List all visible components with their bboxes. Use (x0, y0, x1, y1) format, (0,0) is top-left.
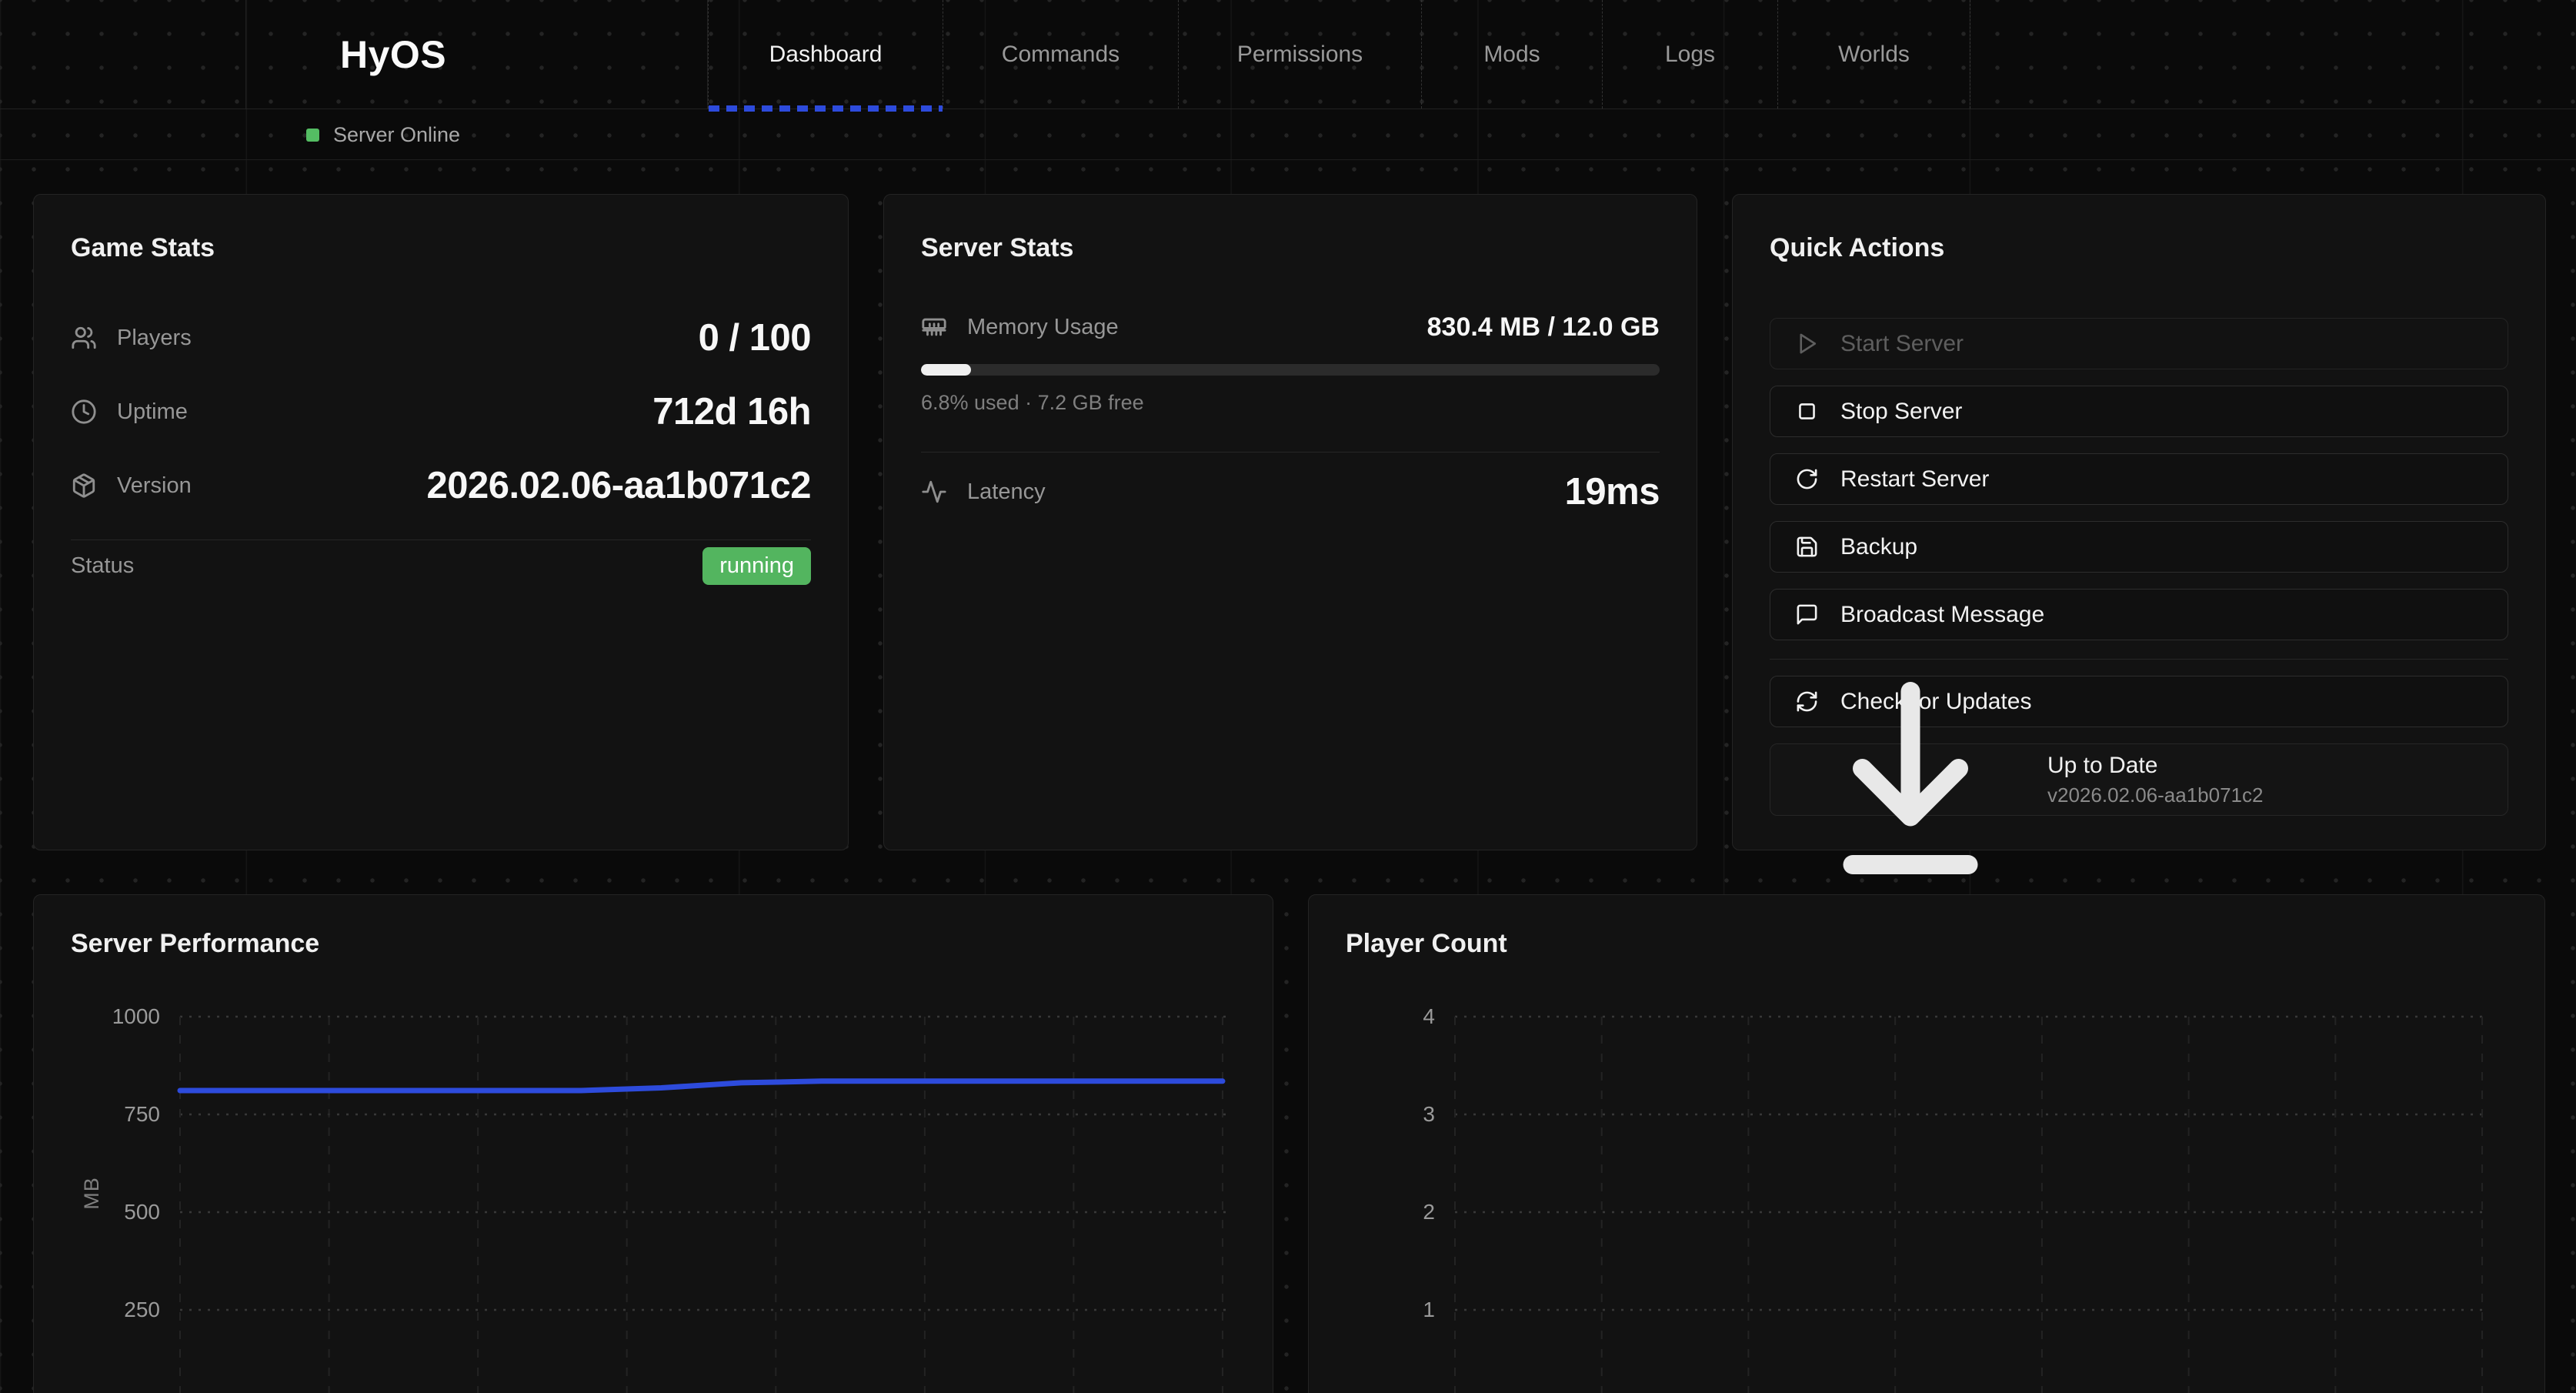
memory-value: 830.4 MB / 12.0 GB (1427, 312, 1660, 342)
players-value: 0 / 100 (699, 316, 811, 359)
button-label: Broadcast Message (1840, 602, 2044, 628)
player-count-card: Player Count 4 3 2 1 (1308, 894, 2545, 1393)
tab-label: Mods (1483, 42, 1540, 68)
y-tick: 4 (1335, 1004, 1435, 1029)
restart-server-button[interactable]: Restart Server (1770, 453, 2508, 505)
start-server-button[interactable]: Start Server (1770, 318, 2508, 369)
line-chart (1455, 1009, 2486, 1393)
status-row: Status running (71, 540, 811, 591)
button-label: Stop Server (1840, 399, 1962, 425)
nav-right-spacer (1970, 0, 2576, 109)
players-row: Players 0 / 100 (71, 301, 811, 375)
rotate-cw-icon (1795, 467, 1819, 491)
message-square-icon (1795, 603, 1819, 626)
nav-left-spacer (0, 0, 246, 109)
download-icon (1795, 663, 2026, 897)
server-stats-card: Server Stats Memory Usage 830.4 MB / 12.… (883, 194, 1697, 850)
package-icon (71, 473, 97, 499)
tab-permissions[interactable]: Permissions (1178, 0, 1421, 109)
server-performance-title: Server Performance (71, 927, 1236, 960)
version-label: Version (117, 473, 192, 499)
update-status-version: v2026.02.06-aa1b071c2 (2047, 783, 2263, 807)
play-icon (1795, 332, 1819, 356)
memory-row: Memory Usage 830.4 MB / 12.0 GB (921, 301, 1660, 353)
stop-server-button[interactable]: Stop Server (1770, 386, 2508, 437)
server-performance-plot: 1000 750 500 250 (180, 1009, 1226, 1393)
online-status-label: Server Online (333, 123, 460, 147)
status-badge: running (702, 547, 811, 585)
y-tick: 500 (60, 1200, 160, 1224)
y-tick: 250 (60, 1298, 160, 1322)
memory-progress-fill (921, 364, 971, 376)
status-label: Status (71, 553, 134, 579)
tab-commands[interactable]: Commands (943, 0, 1178, 109)
dashboard-main: Game Stats Players 0 / 100 Uptime 712d 1… (0, 160, 2576, 1393)
player-count-plot: 4 3 2 1 (1455, 1009, 2486, 1393)
tab-dashboard[interactable]: Dashboard (708, 0, 943, 109)
logo-cell: HyOS (246, 0, 708, 109)
y-tick: 2 (1335, 1200, 1435, 1224)
quick-actions-card: Quick Actions Start Server Stop Server (1732, 194, 2546, 850)
tab-label: Dashboard (769, 42, 883, 68)
online-status-dot (306, 129, 319, 142)
y-tick: 750 (60, 1102, 160, 1127)
button-label: Restart Server (1840, 466, 1989, 493)
uptime-row: Uptime 712d 16h (71, 375, 811, 449)
tab-worlds[interactable]: Worlds (1777, 0, 1970, 109)
game-stats-card: Game Stats Players 0 / 100 Uptime 712d 1… (33, 194, 849, 850)
quick-actions-title: Quick Actions (1770, 232, 2508, 264)
memory-chip-icon (921, 314, 947, 340)
tab-label: Worlds (1838, 42, 1910, 68)
players-label: Players (117, 326, 192, 351)
version-row: Version 2026.02.06-aa1b071c2 (71, 449, 811, 523)
update-status-title: Up to Date (2047, 753, 2263, 779)
broadcast-message-button[interactable]: Broadcast Message (1770, 589, 2508, 640)
player-count-title: Player Count (1346, 927, 2508, 960)
tab-logs[interactable]: Logs (1602, 0, 1777, 109)
save-icon (1795, 535, 1819, 559)
tab-label: Permissions (1237, 42, 1363, 68)
stop-square-icon (1795, 399, 1819, 423)
users-icon (71, 325, 97, 351)
memory-label: Memory Usage (967, 315, 1119, 340)
server-stats-title: Server Stats (921, 232, 1660, 264)
clock-icon (71, 399, 97, 425)
app-logo: HyOS (340, 32, 446, 77)
y-tick: 1 (1335, 1298, 1435, 1322)
memory-progress-track (921, 364, 1660, 376)
version-value: 2026.02.06-aa1b071c2 (427, 464, 812, 507)
latency-label: Latency (967, 479, 1046, 505)
uptime-label: Uptime (117, 399, 188, 425)
tab-mods[interactable]: Mods (1421, 0, 1602, 109)
button-label: Backup (1840, 534, 1917, 560)
line-chart (180, 1009, 1226, 1393)
latency-value: 19ms (1565, 470, 1660, 513)
uptime-value: 712d 16h (652, 390, 811, 433)
server-status-bar: Server Online (0, 110, 2576, 160)
top-nav: HyOS Dashboard Commands Permissions Mods… (0, 0, 2576, 109)
update-status-panel: Up to Date v2026.02.06-aa1b071c2 (1770, 743, 2508, 816)
tab-label: Commands (1002, 42, 1119, 68)
server-performance-card: Server Performance MB 1000 750 500 250 (33, 894, 1273, 1393)
button-label: Start Server (1840, 331, 1964, 357)
backup-button[interactable]: Backup (1770, 521, 2508, 573)
memory-caption: 6.8% used · 7.2 GB free (921, 391, 1660, 415)
tab-label: Logs (1665, 42, 1715, 68)
quick-actions-divider (1770, 659, 2508, 660)
game-stats-title: Game Stats (71, 232, 811, 264)
activity-pulse-icon (921, 479, 947, 505)
latency-row: Latency 19ms (921, 453, 1660, 531)
y-tick: 3 (1335, 1102, 1435, 1127)
y-tick: 1000 (60, 1004, 160, 1029)
